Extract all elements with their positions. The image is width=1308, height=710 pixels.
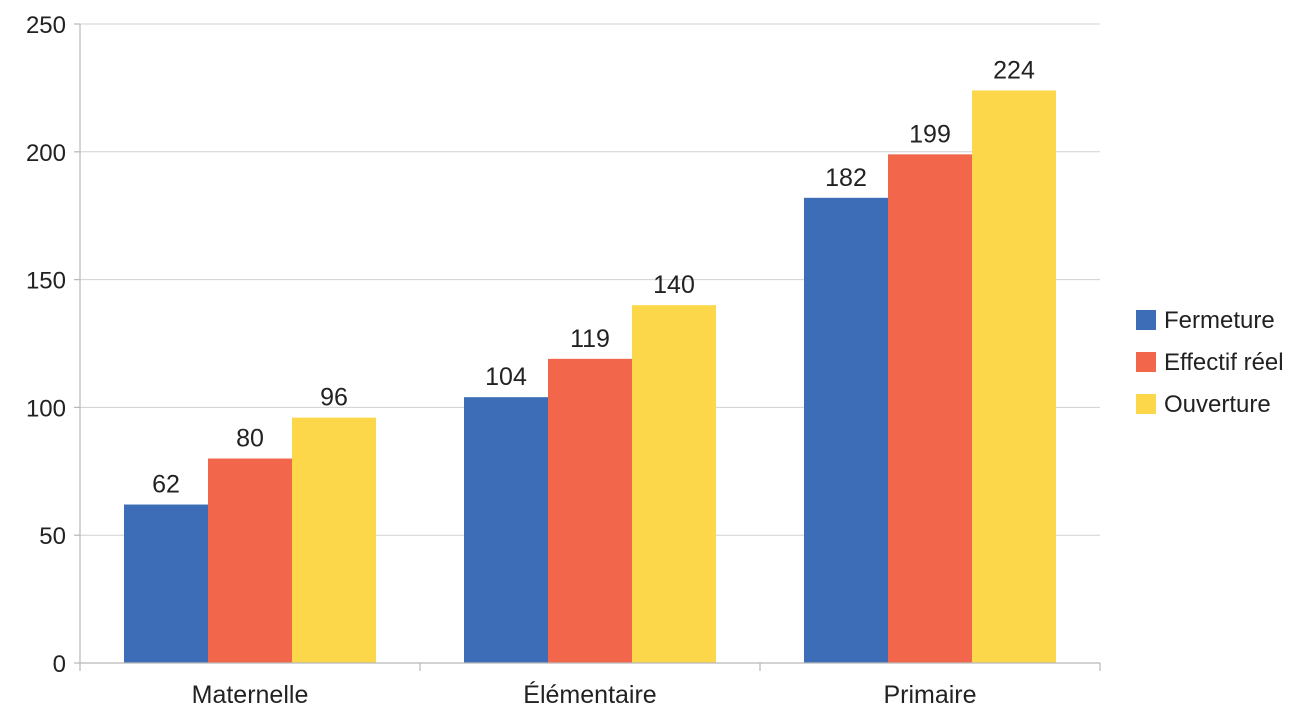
bar-effectif-r-el-1 [548,358,632,663]
data-label: 119 [570,325,610,353]
x-category-label: Élémentaire [523,680,656,709]
y-tick-label: 100 [26,395,66,422]
y-tick-label: 200 [26,140,66,167]
bar-ouverture-1 [632,305,716,663]
axes [74,23,1101,671]
y-tick-label: 250 [26,12,66,39]
y-tick-label: 50 [39,523,66,550]
y-tick-labels: 0 50 100 150 200 250 [26,12,66,678]
x-category-label: Primaire [883,681,976,709]
legend-swatch [1136,352,1156,372]
data-label: 80 [236,425,264,453]
data-label: 140 [653,271,695,299]
bar-ouverture-2 [972,90,1056,664]
data-label: 104 [485,363,527,391]
data-labels: 62 80 96 104 119 140 182 199 224 [152,56,1035,498]
bar-effectif-r-el-0 [208,458,292,663]
legend-label: Ouverture [1164,391,1271,418]
data-label: 96 [320,384,348,412]
bar-effectif-r-el-2 [888,154,972,663]
legend-swatch [1136,310,1156,330]
data-label: 224 [993,56,1035,84]
x-category-label: Maternelle [192,681,309,709]
bar-fermeture-1 [464,397,548,663]
data-label: 62 [152,471,180,499]
bar-fermeture-2 [804,197,888,664]
legend-label: Effectif réel [1164,349,1284,376]
y-tick-label: 150 [26,268,66,295]
data-label: 199 [909,120,951,148]
data-label: 182 [825,164,867,192]
bars [124,90,1056,664]
bar-ouverture-0 [292,417,376,663]
x-category-labels: Maternelle Élémentaire Primaire [192,680,977,709]
bar-fermeture-0 [124,504,208,663]
legend-label: Fermeture [1164,307,1275,334]
legend-swatch [1136,394,1156,414]
legend: Fermeture Effectif réel Ouverture [1136,307,1284,418]
y-tick-label: 0 [53,651,66,678]
